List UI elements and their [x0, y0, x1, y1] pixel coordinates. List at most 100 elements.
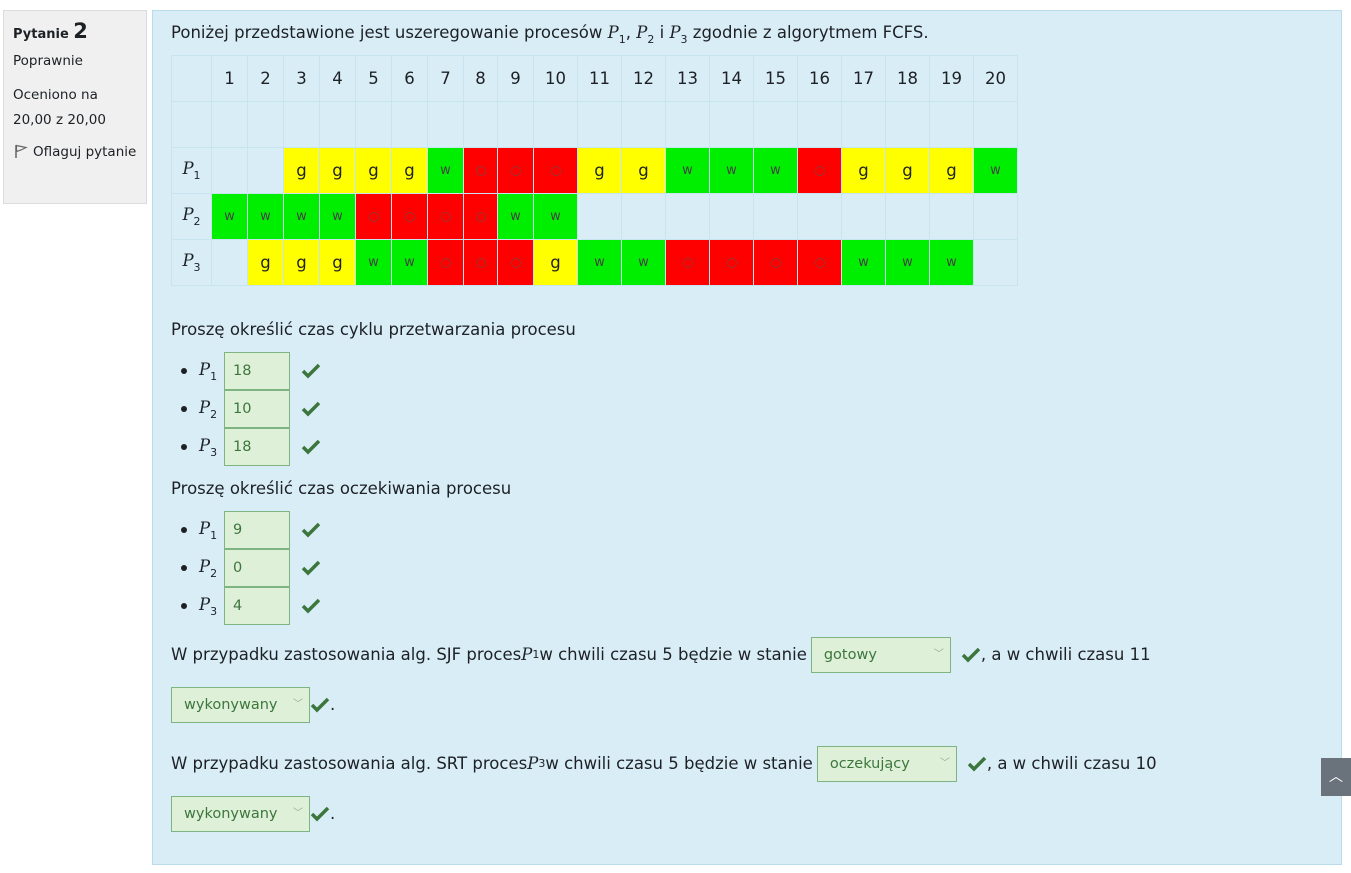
check-icon — [310, 697, 330, 713]
cycle-answer-input[interactable]: 18 — [224, 428, 290, 466]
state-cell-empty — [211, 147, 248, 194]
check-icon — [310, 806, 330, 822]
state-cell-ready: g — [533, 239, 578, 286]
state-cell-waiting — [497, 239, 534, 286]
check-icon — [967, 756, 987, 772]
time-column-header: 17 — [841, 55, 886, 102]
time-column-header: 20 — [973, 55, 1018, 102]
time-column-header: 2 — [247, 55, 284, 102]
bullet — [181, 444, 187, 450]
state-cell-waiting — [355, 193, 392, 240]
state-cell-waiting — [497, 147, 534, 194]
state-cell-empty — [885, 193, 930, 240]
state-cell-running: w — [533, 193, 578, 240]
time-column-header: 14 — [709, 55, 754, 102]
state-cell-running: w — [577, 239, 622, 286]
bullet — [181, 565, 187, 571]
chevron-down-icon: ﹀ — [293, 699, 303, 710]
srt-state-select-2[interactable]: wykonywany ﹀ — [171, 796, 310, 832]
state-cell-empty — [247, 147, 284, 194]
answer-item: P3 18 — [181, 428, 321, 466]
srt-sentence-cont: wykonywany ﹀ . — [171, 795, 335, 833]
state-cell-running: w — [709, 147, 754, 194]
state-cell-empty — [211, 239, 248, 286]
state-cell-empty — [753, 193, 798, 240]
state-cell-running: w — [621, 239, 666, 286]
state-cell-running: w — [211, 193, 248, 240]
schedule-empty-cell — [497, 101, 534, 148]
schedule-empty-cell — [171, 101, 212, 148]
wait-answer-input[interactable]: 0 — [224, 549, 290, 587]
check-icon — [301, 560, 321, 576]
bullet — [181, 527, 187, 533]
check-icon — [301, 598, 321, 614]
answer-item: P3 4 — [181, 587, 321, 625]
time-column-header: 11 — [577, 55, 622, 102]
waiting-time-question: Proszę określić czas oczekiwania procesu — [171, 479, 512, 498]
time-column-header: 19 — [929, 55, 974, 102]
cycle-time-question: Proszę określić czas cyklu przetwarzania… — [171, 320, 576, 339]
schedule-table: 1 2 3 4 5 6 7 8 9 10 11 12 13 14 15 16 17 18 19 20 P1 g g g g w g g… — [171, 55, 1018, 286]
answer-item: P2 0 — [181, 549, 321, 587]
state-cell-running: w — [391, 239, 428, 286]
state-cell-ready: g — [247, 239, 284, 286]
question-content: Poniżej przedstawione jest uszeregowanie… — [152, 10, 1342, 865]
answer-item: P1 9 — [181, 511, 321, 549]
state-cell-ready: g — [283, 147, 320, 194]
state-cell-running: w — [247, 193, 284, 240]
state-cell-empty — [709, 193, 754, 240]
wait-answer-input[interactable]: 4 — [224, 587, 290, 625]
sjf-state-select-2[interactable]: wykonywany ﹀ — [171, 687, 310, 723]
state-cell-waiting — [463, 147, 498, 194]
state-cell-running: w — [319, 193, 356, 240]
time-column-header: 9 — [497, 55, 534, 102]
flag-question-link[interactable]: Oflaguj pytanie — [13, 140, 137, 165]
state-cell-ready: g — [621, 147, 666, 194]
state-cell-waiting — [797, 239, 842, 286]
schedule-empty-cell — [973, 101, 1018, 148]
process-label: P1 — [199, 518, 218, 542]
question-grade: Oceniono na 20,00 z 20,00 — [13, 87, 106, 128]
state-cell-ready: g — [319, 147, 356, 194]
flag-question-label: Oflaguj pytanie — [33, 144, 137, 160]
time-column-header: 16 — [797, 55, 842, 102]
check-icon — [301, 363, 321, 379]
cycle-answer-input[interactable]: 18 — [224, 352, 290, 390]
state-cell-running: w — [355, 239, 392, 286]
schedule-row: P3 g g g w w g w w w w w — [171, 239, 1018, 286]
state-cell-empty — [665, 193, 710, 240]
process-name: P — [636, 23, 648, 42]
time-column-header: 15 — [753, 55, 798, 102]
state-cell-ready: g — [391, 147, 428, 194]
process-label: P2 — [171, 193, 212, 240]
process-label: P3 — [199, 435, 218, 459]
state-cell-running: w — [973, 147, 1018, 194]
state-cell-running: w — [497, 193, 534, 240]
state-cell-running: w — [841, 239, 886, 286]
time-column-header: 18 — [885, 55, 930, 102]
state-cell-waiting — [753, 239, 798, 286]
sjf-state-select-1[interactable]: gotowy ﹀ — [810, 637, 951, 673]
time-column-header: 7 — [427, 55, 464, 102]
check-icon — [961, 647, 981, 663]
srt-state-select-1[interactable]: oczekujący ﹀ — [816, 746, 957, 782]
cycle-time-answers: P1 18 P2 10 P3 18 — [181, 352, 321, 466]
answer-item: P2 10 — [181, 390, 321, 428]
schedule-empty-cell — [319, 101, 356, 148]
wait-answer-input[interactable]: 9 — [224, 511, 290, 549]
cycle-answer-input[interactable]: 10 — [224, 390, 290, 428]
back-to-top-button[interactable]: ︿ — [1321, 758, 1351, 796]
state-cell-empty — [797, 193, 842, 240]
schedule-empty-cell — [797, 101, 842, 148]
schedule-row: P1 g g g g w g g w w w g g g w — [171, 147, 1018, 194]
state-cell-empty — [929, 193, 974, 240]
process-label: P1 — [199, 359, 218, 383]
answer-item: P1 18 — [181, 352, 321, 390]
state-cell-running: w — [885, 239, 930, 286]
schedule-row: P2 w w w w w w — [171, 193, 1018, 240]
chevron-down-icon: ﹀ — [939, 758, 950, 769]
schedule-empty-cell — [283, 101, 320, 148]
state-cell-ready: g — [929, 147, 974, 194]
state-cell-running: w — [929, 239, 974, 286]
state-cell-waiting — [797, 147, 842, 194]
